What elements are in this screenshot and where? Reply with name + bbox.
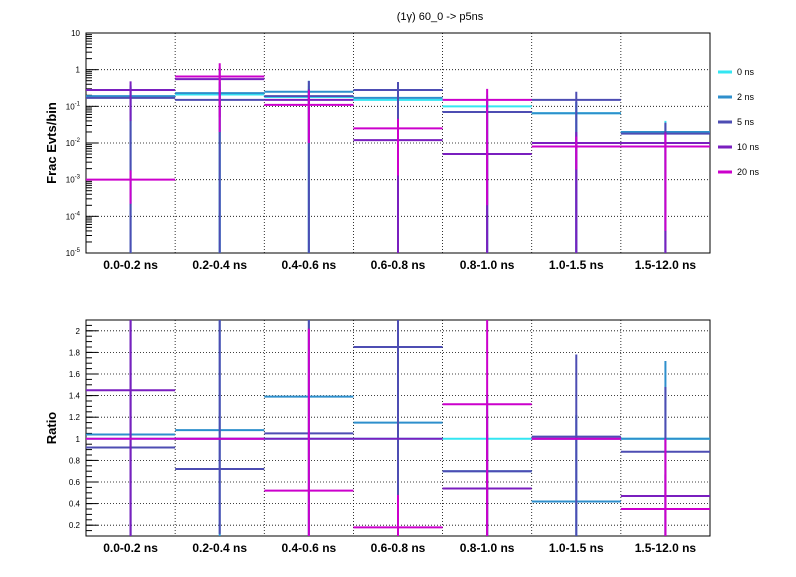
y-tick-label: 1 [76, 435, 81, 444]
legend-label: 0 ns [737, 67, 755, 77]
y-tick-label: 0.4 [69, 500, 81, 509]
y-tick-label: 0.6 [69, 478, 81, 487]
x-tick-label: 0.6-0.8 ns [371, 258, 426, 272]
y-tick-label: 1.2 [69, 413, 81, 422]
x-tick-label: 0.4-0.6 ns [282, 541, 337, 555]
y-tick-label: 1 [76, 66, 81, 75]
series-20-ns [86, 63, 710, 231]
y-tick-label-exponent: -5 [75, 248, 81, 254]
y-tick-label: 10-2 [66, 138, 81, 148]
legend-label: 10 ns [737, 142, 760, 152]
x-tick-label: 0.8-1.0 ns [460, 258, 515, 272]
y-tick-label-base: 10 [66, 139, 75, 148]
y-tick-label-exponent: -3 [75, 175, 81, 181]
y-tick-label-base: 10 [66, 212, 75, 221]
x-tick-label: 1.0-1.5 ns [549, 541, 604, 555]
y-tick-label: 1.8 [69, 348, 81, 357]
legend-label: 2 ns [737, 92, 755, 102]
y-tick-label-exponent: -4 [75, 211, 81, 217]
y-tick-label: 2 [76, 327, 81, 336]
y-axis-label: Frac Evts/bin [44, 102, 59, 184]
y-axis-label: Ratio [44, 412, 59, 445]
x-tick-label: 1.5-12.0 ns [635, 541, 697, 555]
y-tick-label-exponent: -2 [75, 138, 81, 144]
y-tick-label: 10-1 [66, 101, 81, 111]
y-tick-label-base: 10 [66, 249, 75, 258]
legend: 0 ns 2 ns 5 ns 10 ns 20 ns [718, 67, 760, 177]
x-tick-label: 0.2-0.4 ns [192, 541, 247, 555]
y-tick-label: 10-3 [66, 175, 81, 185]
y-tick-label: 0.8 [69, 456, 81, 465]
chart-title: (1γ) 60_0 -> p5ns [397, 11, 484, 23]
y-tick-label: 10-5 [66, 248, 81, 258]
x-tick-label: 1.5-12.0 ns [635, 258, 697, 272]
legend-label: 5 ns [737, 117, 755, 127]
x-tick-label: 0.2-0.4 ns [192, 258, 247, 272]
y-tick-label: 10-4 [66, 211, 81, 221]
y-tick-label: 1.4 [69, 392, 81, 401]
x-tick-label: 0.4-0.6 ns [282, 258, 337, 272]
series-20-ns [86, 320, 710, 536]
y-tick-label-base: 10 [66, 102, 75, 111]
y-tick-label: 0.2 [69, 521, 81, 530]
y-tick-label: 1.6 [69, 370, 81, 379]
x-tick-label: 1.0-1.5 ns [549, 258, 604, 272]
x-tick-label: 0.6-0.8 ns [371, 541, 426, 555]
y-tick-label-base: 10 [66, 176, 75, 185]
x-tick-label: 0.8-1.0 ns [460, 541, 515, 555]
legend-label: 20 ns [737, 167, 760, 177]
y-tick-label-exponent: -1 [75, 101, 81, 107]
x-tick-label: 0.0-0.2 ns [103, 258, 158, 272]
ratio-panel: 0.2 0.4 0.6 0.8 1 1.2 1.4 1.6 1.8 2 0.0-0.2 ns 0.2-… [44, 319, 711, 555]
y-tick-label: 10 [71, 29, 80, 38]
x-tick-label: 0.0-0.2 ns [103, 541, 158, 555]
